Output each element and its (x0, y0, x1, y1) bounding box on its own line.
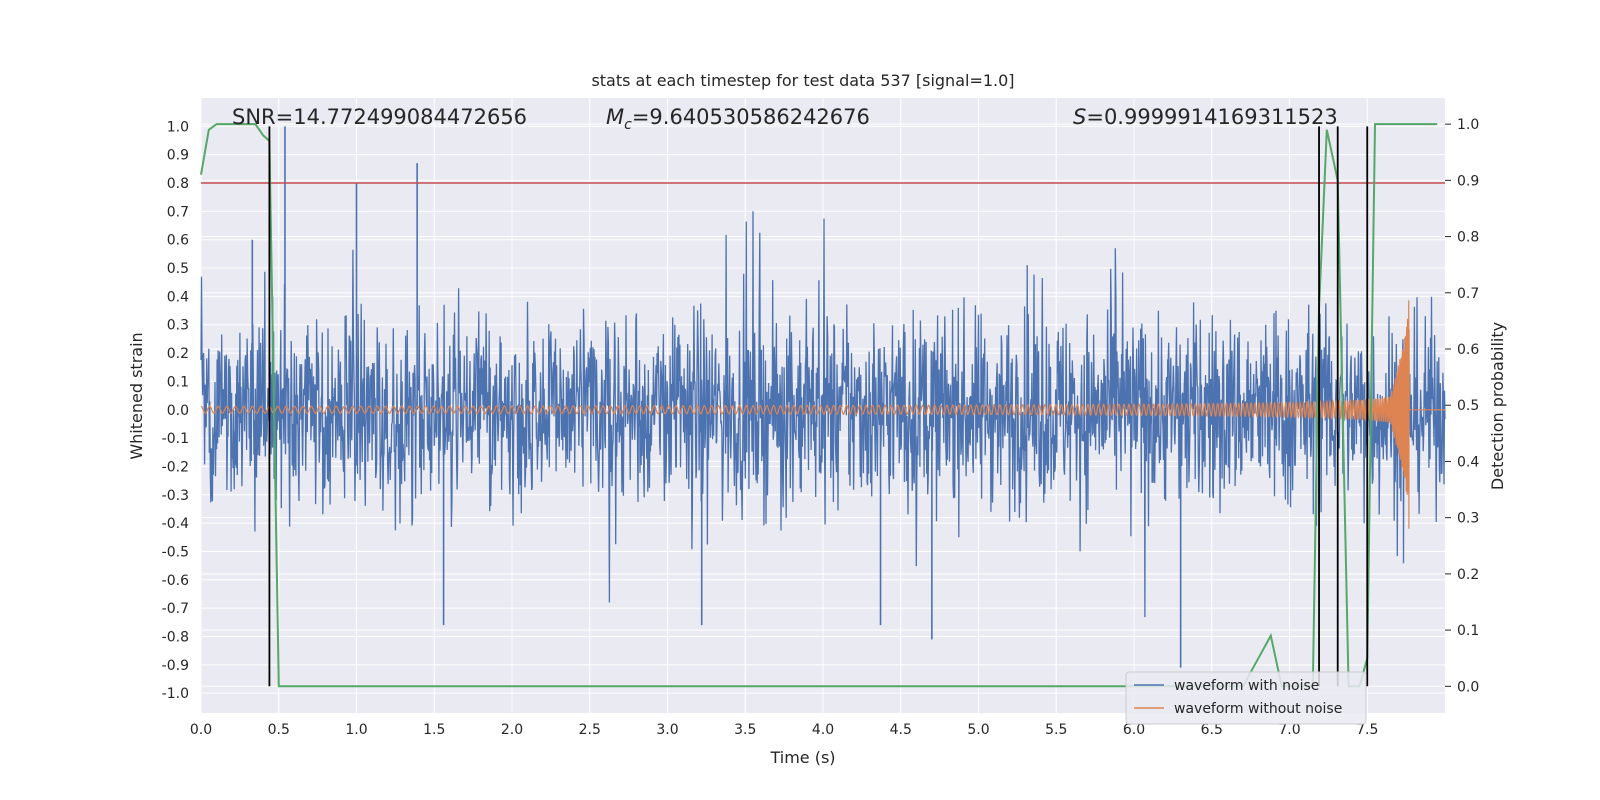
legend-box (1125, 671, 1367, 725)
y2-tick-label: 1.0 (1457, 117, 1479, 133)
series-layer (200, 126, 1446, 668)
y-tick-label: 0.3 (167, 318, 189, 334)
y2-tick-label: 0.5 (1457, 398, 1479, 414)
x-tick-label: 0.5 (268, 722, 290, 738)
legend: waveform with noise waveform without noi… (1125, 671, 1367, 725)
y-tick-label: -0.8 (162, 629, 189, 645)
x-tick-label: 3.5 (734, 722, 756, 738)
y2-axis-label: Detection probability (1488, 322, 1507, 490)
y-tick-label: -0.3 (162, 488, 189, 504)
y-tick-label: 0.6 (167, 233, 189, 249)
legend-label-noise: waveform with noise (1174, 678, 1319, 694)
y-tick-label: 0.8 (167, 176, 189, 192)
y-tick-label: 0.4 (167, 289, 189, 305)
y-tick-label: -0.2 (162, 459, 189, 475)
y-tick-label: -0.4 (162, 516, 189, 532)
chirp-mass-symbol: M (606, 105, 624, 129)
chirp-mass-value: =9.640530586242676 (632, 105, 870, 129)
y-tick-label: -1.0 (162, 686, 189, 702)
x-tick-label: 2.5 (579, 722, 601, 738)
y-tick-label: -0.7 (162, 601, 189, 617)
x-tick-label: 7.0 (1278, 722, 1300, 738)
y2-tick-label: 0.1 (1457, 623, 1479, 639)
x-tick-label: 4.5 (890, 722, 912, 738)
x-tick-label: 1.5 (423, 722, 445, 738)
y2-tick-label: 0.0 (1457, 679, 1479, 695)
x-tick-label: 1.0 (345, 722, 367, 738)
x-tick-label: 6.5 (1201, 722, 1223, 738)
chirp-mass-subscript: c (624, 117, 632, 133)
x-tick-label: 5.5 (1045, 722, 1067, 738)
y-tick-label: -0.6 (162, 573, 189, 589)
snr-annotation: SNR=14.772499084472656 (232, 105, 527, 129)
y2-tick-label: 0.9 (1457, 173, 1479, 189)
chirp-mass-annotation: Mc=9.640530586242676 (606, 105, 870, 133)
y-tick-label: 0.7 (167, 204, 189, 220)
x-tick-label: 7.5 (1356, 722, 1378, 738)
s-symbol: S (1073, 105, 1086, 129)
y-tick-label: 0.1 (167, 374, 189, 390)
x-tick-label: 5.0 (967, 722, 989, 738)
overlay-layer (200, 123, 1445, 688)
y2-tick-label: 0.2 (1457, 567, 1479, 583)
s-annotation: S=0.9999914169311523 (1073, 105, 1338, 129)
y-axis-label: Whitened strain (127, 332, 146, 459)
legend-label-clean: waveform without noise (1174, 701, 1342, 717)
y-tick-label: -0.9 (162, 658, 189, 674)
y-tick-label: 0.0 (167, 403, 189, 419)
x-tick-label: 3.0 (656, 722, 678, 738)
ticks: 0.0 0.5 1.0 1.5 2.0 2.5 3.0 3.5 4.0 4.5 5.0 5.5 6.0 6… (162, 117, 1480, 738)
series-detection-probability (200, 123, 1438, 688)
y-tick-label: -0.5 (162, 544, 189, 560)
y2-tick-label: 0.6 (1457, 342, 1479, 358)
series-waveform-with-noise (200, 211, 1446, 618)
s-value: =0.9999914169311523 (1086, 105, 1337, 129)
y2-tick-label: 0.7 (1457, 286, 1479, 302)
chart-title: stats at each timestep for test data 537… (591, 71, 1014, 90)
y2-tick-label: 0.8 (1457, 230, 1479, 246)
x-tick-label: 4.0 (812, 722, 834, 738)
y-tick-label: 0.5 (167, 261, 189, 277)
x-tick-label: 6.0 (1123, 722, 1145, 738)
x-axis-label: Time (s) (769, 748, 835, 767)
y-tick-label: 1.0 (167, 119, 189, 135)
x-tick-label: 0.0 (190, 722, 212, 738)
y2-tick-label: 0.3 (1457, 511, 1479, 527)
y-tick-label: 0.2 (167, 346, 189, 362)
y2-tick-label: 0.4 (1457, 454, 1479, 470)
x-tick-label: 2.0 (501, 722, 523, 738)
y-tick-label: 0.9 (167, 148, 189, 164)
y-tick-label: -0.1 (162, 431, 189, 447)
series-waveform-without-noise (200, 300, 1445, 529)
